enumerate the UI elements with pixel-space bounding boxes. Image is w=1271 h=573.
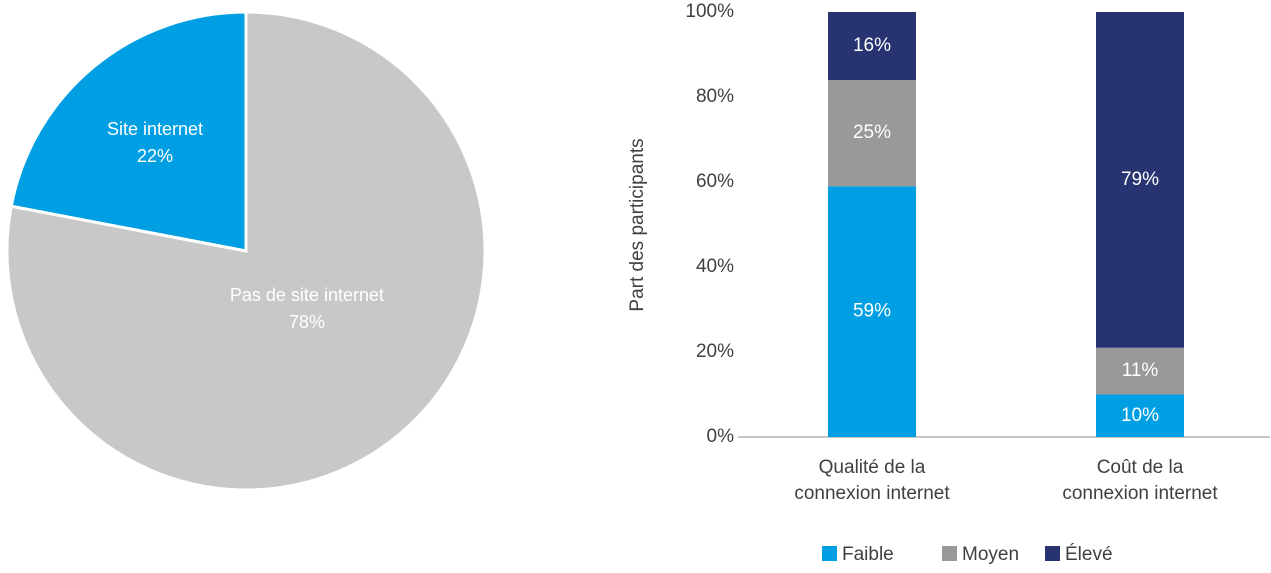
bar-segment-moyen [1096,347,1184,395]
bar-segment-faible [828,186,916,437]
legend-swatch-eleve [1045,546,1060,561]
pie-slice-pas-de-site-internet [5,10,487,492]
y-tick-label: 20% [696,341,734,362]
bar-value-label: 10% [1121,405,1159,426]
y-axis-title: Part des participants [627,138,648,311]
stacked-bar-chart: 0% 20% 40% 60% 80% 100% Part des participants… [627,1,1270,565]
bar-segment-faible [1096,394,1184,437]
bar-segment-eleve [828,12,916,80]
y-tick-label: 100% [685,1,734,22]
bar-value-label: 25% [853,122,891,143]
legend-label-eleve: Élevé [1065,544,1113,565]
x-tick-label: Qualité de la [819,457,926,478]
legend-label-moyen: Moyen [962,544,1019,565]
x-axis-labels: Qualité de la connexion internet Coût de l… [794,457,1218,504]
y-tick-label: 80% [696,86,734,107]
pie-value-pas-de-site-internet: 78% [289,312,325,332]
bar-segment-eleve [1096,12,1184,348]
y-tick-label: 40% [696,256,734,277]
x-tick-label: connexion internet [794,483,950,504]
pie-label-pas-de-site-internet: Pas de site internet [230,285,384,305]
y-tick-label: 0% [707,426,735,447]
legend-swatch-faible [822,546,837,561]
bar-segment-moyen [828,80,916,187]
legend: Faible Moyen Élevé [822,544,1113,565]
bar-value-label: 59% [853,301,891,322]
bar-value-label: 16% [853,35,891,56]
x-tick-label: Coût de la [1097,457,1184,478]
legend-swatch-moyen [942,546,957,561]
pie-chart: Site internet 22% Pas de site internet 78% [5,10,487,492]
pie-value-site-internet: 22% [137,146,173,166]
bar-value-label: 79% [1121,169,1159,190]
bar-value-label: 11% [1122,360,1159,381]
pie-slice-site-internet [9,10,248,253]
legend-label-faible: Faible [842,544,894,565]
bars: 59% 25% 16% 10% 11% 79% [828,12,1184,437]
x-tick-label: connexion internet [1062,483,1218,504]
y-tick-label: 60% [696,171,734,192]
pie-label-site-internet: Site internet [107,119,203,139]
y-axis-ticks: 0% 20% 40% 60% 80% 100% [685,1,734,447]
